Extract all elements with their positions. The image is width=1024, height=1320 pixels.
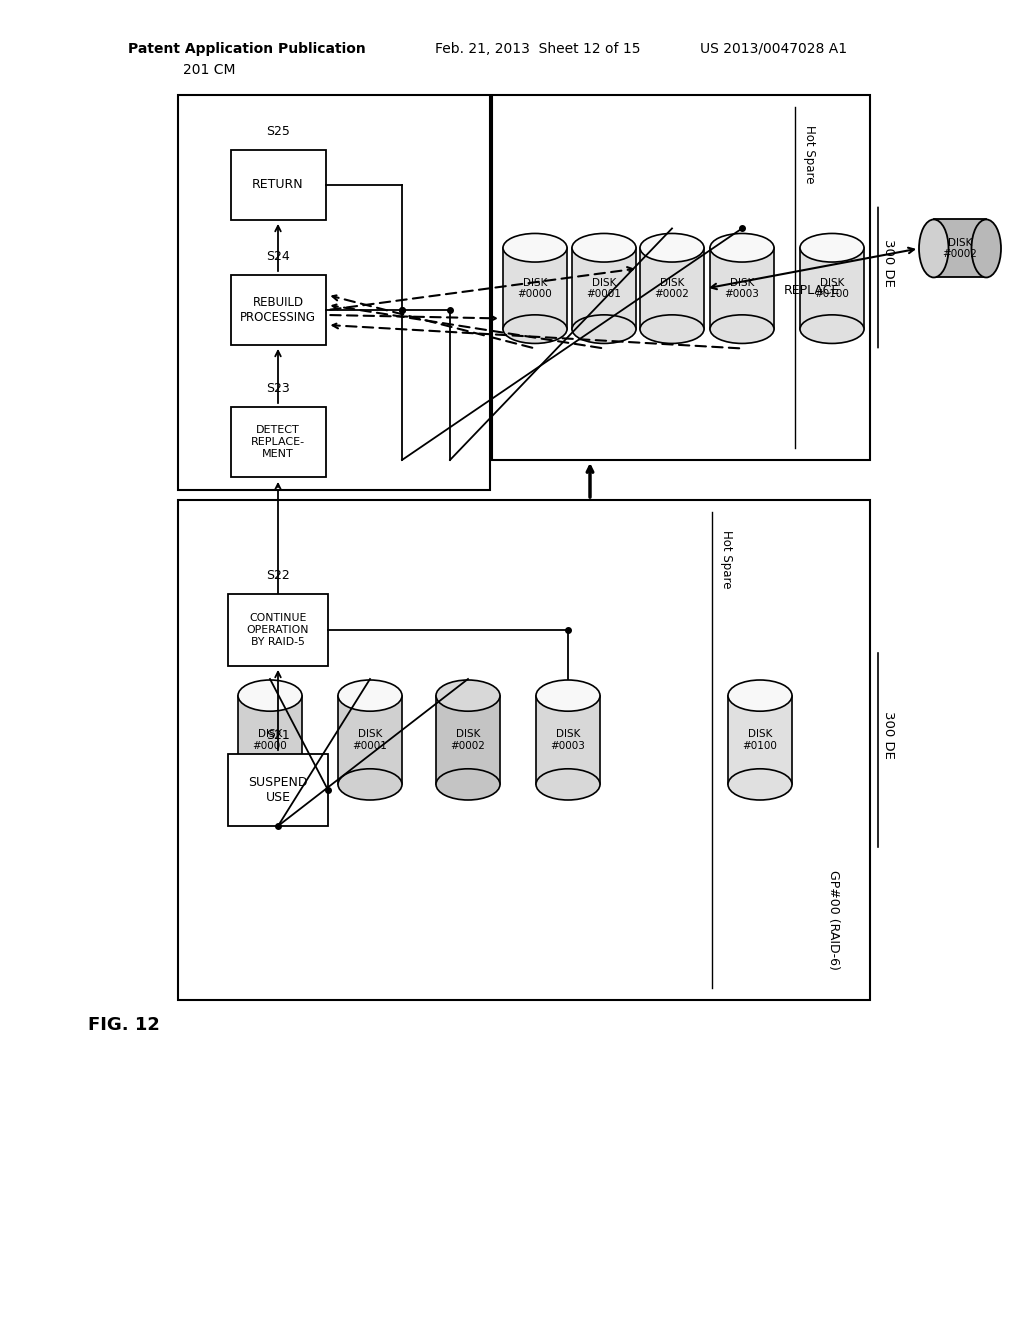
Bar xyxy=(230,275,326,345)
Text: DISK
#0000: DISK #0000 xyxy=(517,277,552,300)
Ellipse shape xyxy=(238,680,302,711)
Text: S25: S25 xyxy=(266,125,290,139)
Text: Hot Spare: Hot Spare xyxy=(803,125,816,183)
Ellipse shape xyxy=(640,315,705,343)
Text: DISK
#0001: DISK #0001 xyxy=(352,729,387,751)
Ellipse shape xyxy=(536,680,600,711)
Text: REPLACE: REPLACE xyxy=(783,284,840,297)
Text: DISK
#0002: DISK #0002 xyxy=(942,238,978,259)
Text: US 2013/0047028 A1: US 2013/0047028 A1 xyxy=(700,42,847,55)
Polygon shape xyxy=(710,248,774,329)
Text: DETECT
REPLACE-
MENT: DETECT REPLACE- MENT xyxy=(251,425,305,458)
Text: S21: S21 xyxy=(266,729,290,742)
Text: DISK
#0002: DISK #0002 xyxy=(451,729,485,751)
Text: DISK
#0003: DISK #0003 xyxy=(551,729,586,751)
Ellipse shape xyxy=(503,234,567,263)
Text: DISK
#0100: DISK #0100 xyxy=(742,729,777,751)
Polygon shape xyxy=(436,696,500,784)
Ellipse shape xyxy=(436,768,500,800)
Text: S23: S23 xyxy=(266,381,290,395)
Ellipse shape xyxy=(728,680,792,711)
Ellipse shape xyxy=(800,234,864,263)
Polygon shape xyxy=(640,248,705,329)
Text: DISK
#0003: DISK #0003 xyxy=(725,277,760,300)
Text: DISK
#0002: DISK #0002 xyxy=(654,277,689,300)
Text: DISK
#0100: DISK #0100 xyxy=(814,277,850,300)
Bar xyxy=(230,407,326,477)
Text: RETURN: RETURN xyxy=(252,178,304,191)
Text: S24: S24 xyxy=(266,249,290,263)
Bar xyxy=(178,500,870,1001)
Polygon shape xyxy=(800,248,864,329)
Polygon shape xyxy=(536,696,600,784)
Polygon shape xyxy=(572,248,636,329)
Ellipse shape xyxy=(238,768,302,800)
Text: GP#00 (RAID-6): GP#00 (RAID-6) xyxy=(827,870,840,970)
Ellipse shape xyxy=(436,680,500,711)
Ellipse shape xyxy=(640,234,705,263)
Text: SUSPEND
USE: SUSPEND USE xyxy=(248,776,308,804)
Text: FIG. 12: FIG. 12 xyxy=(88,1016,160,1034)
Ellipse shape xyxy=(503,315,567,343)
Polygon shape xyxy=(238,696,302,784)
Text: DISK
#0001: DISK #0001 xyxy=(587,277,622,300)
Bar xyxy=(228,754,328,826)
Text: Hot Spare: Hot Spare xyxy=(720,531,733,589)
Ellipse shape xyxy=(800,315,864,343)
Ellipse shape xyxy=(536,768,600,800)
Polygon shape xyxy=(338,696,402,784)
Polygon shape xyxy=(728,696,792,784)
Text: 300 DE: 300 DE xyxy=(882,239,895,286)
Text: Feb. 21, 2013  Sheet 12 of 15: Feb. 21, 2013 Sheet 12 of 15 xyxy=(435,42,640,55)
Ellipse shape xyxy=(338,768,402,800)
Ellipse shape xyxy=(338,680,402,711)
Polygon shape xyxy=(934,219,986,277)
Text: DISK
#0000: DISK #0000 xyxy=(253,729,288,751)
Ellipse shape xyxy=(572,315,636,343)
Ellipse shape xyxy=(710,315,774,343)
Bar xyxy=(230,150,326,220)
Text: REBUILD
PROCESSING: REBUILD PROCESSING xyxy=(240,296,316,323)
Polygon shape xyxy=(503,248,567,329)
Text: CONTINUE
OPERATION
BY RAID-5: CONTINUE OPERATION BY RAID-5 xyxy=(247,614,309,647)
Ellipse shape xyxy=(572,234,636,263)
Bar xyxy=(178,95,490,490)
Ellipse shape xyxy=(972,219,1001,277)
Bar xyxy=(228,594,328,667)
Ellipse shape xyxy=(710,234,774,263)
Text: S22: S22 xyxy=(266,569,290,582)
Ellipse shape xyxy=(919,219,948,277)
Text: 201 CM: 201 CM xyxy=(183,63,236,77)
Text: Patent Application Publication: Patent Application Publication xyxy=(128,42,366,55)
Ellipse shape xyxy=(728,768,792,800)
Text: 300 DE: 300 DE xyxy=(882,711,895,759)
Bar xyxy=(492,95,870,459)
